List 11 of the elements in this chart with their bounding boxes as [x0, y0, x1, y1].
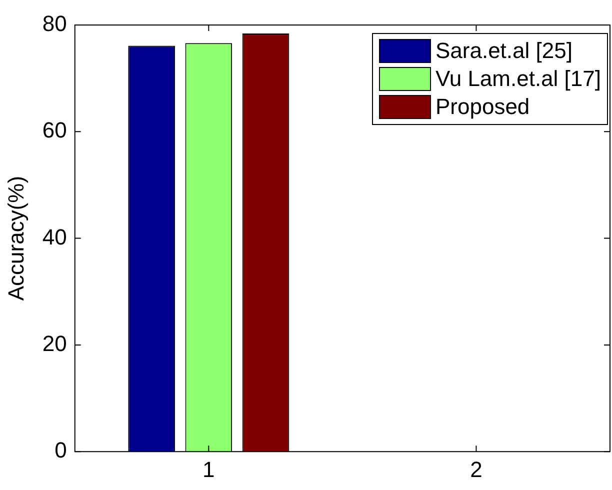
- x-tick-label: 1: [202, 456, 215, 482]
- legend-label: Proposed: [435, 94, 530, 120]
- y-tick-label: 40: [42, 224, 67, 250]
- y-tick-label: 80: [42, 11, 67, 36]
- y-axis-title: Accuracy(%): [3, 176, 28, 301]
- legend-label: Vu Lam.et.al [17]: [435, 66, 601, 92]
- y-tick-label: 60: [42, 118, 67, 143]
- x-tick-label: 2: [470, 456, 482, 482]
- y-tick-label: 20: [42, 331, 67, 356]
- legend-label: Sara.et.al [25]: [435, 38, 572, 64]
- y-tick-label: 0: [54, 438, 67, 463]
